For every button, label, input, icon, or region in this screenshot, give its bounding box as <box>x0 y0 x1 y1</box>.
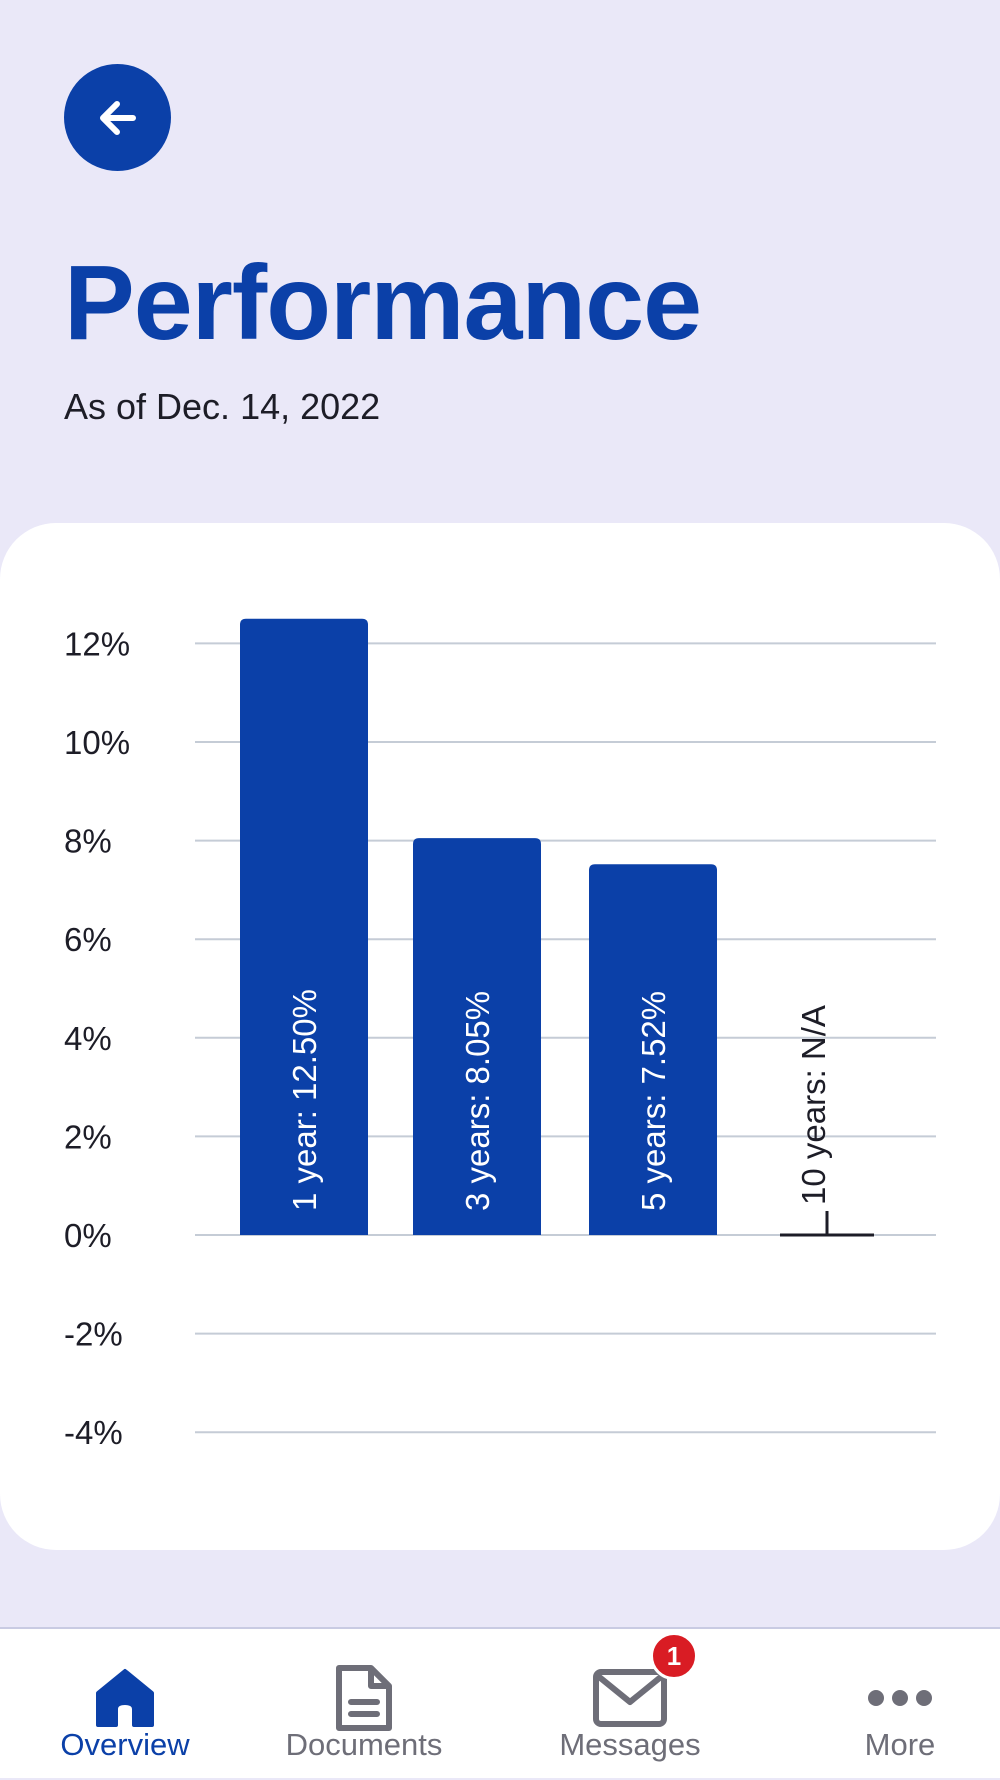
mail-icon <box>585 1653 675 1743</box>
arrow-left-icon <box>99 100 136 135</box>
bar-label: 5 years: 7.52% <box>635 991 672 1211</box>
bar-label: 1 year: 12.50% <box>286 989 323 1211</box>
performance-chart: 12% 10% 8% 6% 4% 2% 0% -2% -4% 1 year: 12.50% 3 ye… <box>64 618 936 1451</box>
more-icon <box>855 1653 945 1743</box>
document-icon <box>319 1653 409 1743</box>
y-tick-label: 0% <box>64 1217 112 1254</box>
y-tick-label: 12% <box>64 625 130 662</box>
page-title: Performance <box>64 244 702 362</box>
bar[interactable] <box>240 618 368 1235</box>
y-tick-label: -2% <box>64 1316 123 1353</box>
bar-label: 3 years: 8.05% <box>459 991 496 1211</box>
messages-badge: 1 <box>650 1632 698 1680</box>
nav-more[interactable]: More <box>775 1629 1000 1780</box>
y-tick-label: 2% <box>64 1118 112 1155</box>
nav-documents[interactable]: Documents <box>239 1629 489 1780</box>
nav-messages[interactable]: Messages <box>505 1629 755 1780</box>
nav-overview-label: Overview <box>60 1727 190 1762</box>
as-of-date: As of Dec. 14, 2022 <box>64 386 381 427</box>
back-button[interactable] <box>64 64 171 171</box>
bar[interactable] <box>589 864 717 1235</box>
nav-more-label: More <box>864 1727 936 1762</box>
bar[interactable] <box>413 838 541 1235</box>
y-tick-label: 6% <box>64 921 112 958</box>
y-tick-label: -4% <box>64 1414 123 1451</box>
nav-overview[interactable]: Overview <box>0 1629 250 1780</box>
nav-messages-label: Messages <box>559 1727 701 1762</box>
bottom-nav: Overview Documents Messages <box>0 1627 1000 1778</box>
home-icon <box>80 1653 170 1743</box>
y-tick-label: 4% <box>64 1020 112 1057</box>
nav-documents-label: Documents <box>285 1727 443 1762</box>
y-tick-label: 8% <box>64 823 112 860</box>
bar-label: 10 years: N/A <box>795 1005 832 1205</box>
y-tick-label: 10% <box>64 724 130 761</box>
performance-card: 12% 10% 8% 6% 4% 2% 0% -2% -4% 1 year: 12.50% 3 ye… <box>0 523 1000 1550</box>
